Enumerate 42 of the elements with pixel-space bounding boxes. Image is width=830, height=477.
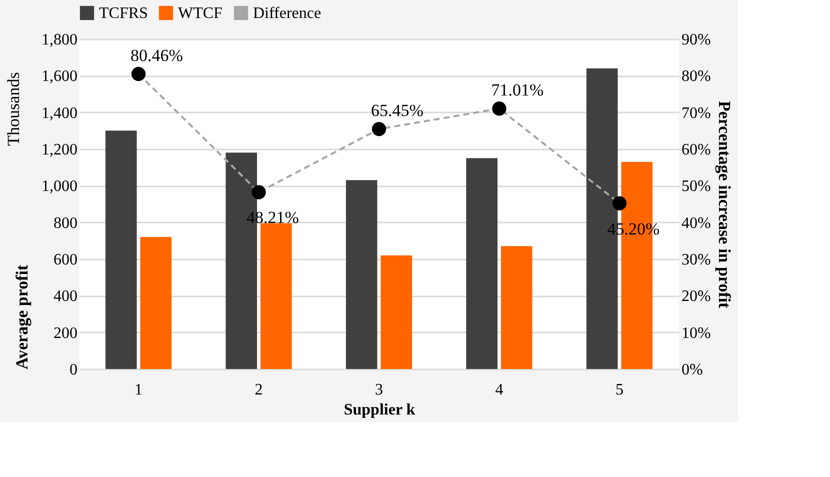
legend-label: TCFRS [99, 5, 148, 22]
y-tick-label: 400 [54, 288, 78, 306]
y-tick-label: 800 [54, 214, 78, 232]
y-tick-label: 1,000 [42, 178, 78, 196]
y-tick-label: 1,800 [42, 32, 78, 48]
y2-tick-label: 10% [682, 324, 711, 342]
legend-label: WTCF [178, 5, 223, 22]
y-tick-label: 1,200 [42, 142, 78, 158]
y-tick-label: 1,600 [42, 68, 78, 86]
y-tick-label: 1,400 [42, 104, 78, 122]
x-tick-label: 5 [615, 382, 624, 398]
y2-tick-label: 50% [682, 178, 711, 196]
x-tick-label: 4 [495, 382, 504, 398]
text: Thousands [4, 72, 23, 146]
y2-tick-label: 20% [682, 288, 711, 306]
y2-tick-label: 40% [682, 214, 711, 232]
bar [346, 180, 378, 369]
bar [380, 255, 412, 369]
y2-tick-label: 70% [682, 104, 711, 122]
y2-tick-label: 30% [682, 252, 711, 268]
data-label: 65.45% [371, 101, 424, 120]
bar [466, 158, 498, 369]
bar [260, 223, 292, 369]
y2-tick-label: 80% [682, 68, 711, 86]
x-axis-title: Supplier k [344, 402, 416, 418]
y2-axis-title: Percentage increase in profit [714, 100, 734, 308]
x-tick-label: 3 [375, 382, 383, 398]
y2-tick-label: 90% [682, 32, 711, 48]
y2-tick-label: 60% [682, 142, 711, 158]
bar [140, 237, 172, 369]
y-tick-label: 200 [54, 324, 78, 342]
y-axis-title: Average profit [12, 264, 32, 370]
bar [105, 130, 137, 369]
data-label: 80.46% [130, 46, 183, 65]
legend-label: Difference [253, 5, 322, 22]
x-tick-label: 1 [134, 382, 143, 398]
x-tick-label: 2 [254, 382, 263, 398]
y2-tick-label: 0% [682, 362, 703, 378]
y-tick-label: 0 [70, 362, 78, 378]
bar [500, 246, 532, 369]
data-label: 71.01% [491, 80, 544, 100]
y-tick-label: 600 [54, 252, 78, 268]
